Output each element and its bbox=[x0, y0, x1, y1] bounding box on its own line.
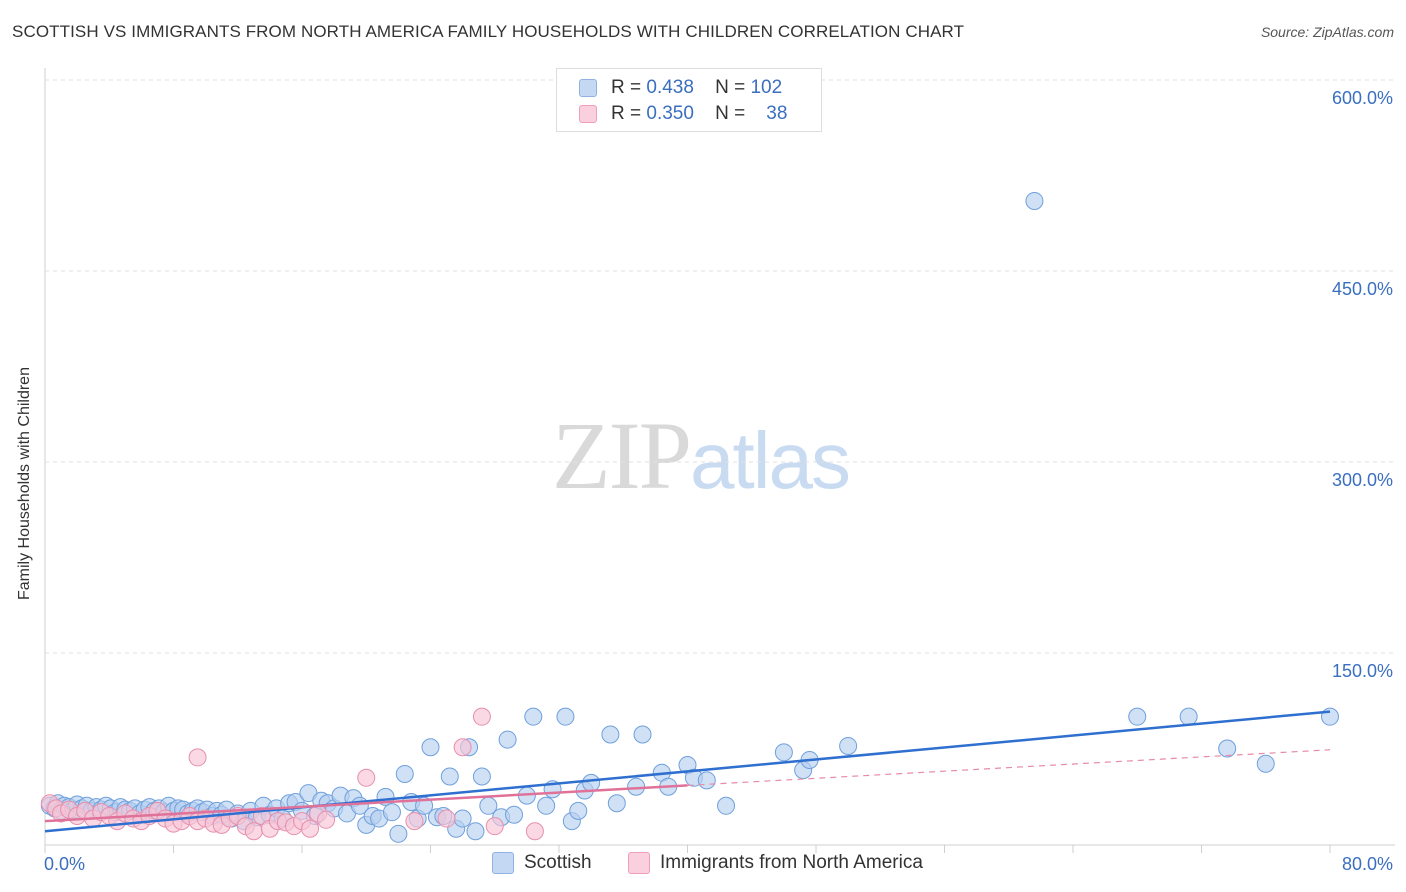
bottom-legend-label-scottish: Scottish bbox=[524, 852, 592, 873]
data-point-scottish bbox=[601, 725, 620, 744]
data-point-scottish bbox=[453, 809, 472, 828]
data-point-immigrants bbox=[472, 707, 491, 726]
data-point-scottish bbox=[1321, 707, 1339, 726]
y-tick-label: 150.0% bbox=[1332, 661, 1393, 681]
data-point-scottish bbox=[1128, 707, 1147, 726]
data-point-immigrants bbox=[357, 768, 376, 787]
data-point-scottish bbox=[524, 707, 543, 726]
y-tick-label: 600.0% bbox=[1332, 88, 1393, 108]
watermark-zip: ZIP bbox=[552, 402, 692, 509]
legend-r-label: R = bbox=[611, 77, 642, 98]
data-point-scottish bbox=[697, 771, 716, 790]
legend-n-value: 38 bbox=[766, 103, 788, 124]
x-tick-label-min: 0.0% bbox=[44, 854, 85, 874]
data-point-scottish bbox=[382, 803, 401, 822]
data-point-scottish bbox=[466, 822, 485, 841]
chart-title: SCOTTISH VS IMMIGRANTS FROM NORTH AMERIC… bbox=[12, 22, 965, 41]
data-point-scottish bbox=[569, 801, 588, 820]
legend-n-label: N = bbox=[715, 77, 746, 98]
data-point-immigrants bbox=[453, 738, 472, 757]
data-point-scottish bbox=[421, 738, 440, 757]
bottom-legend-scottish: Scottish bbox=[492, 852, 592, 874]
data-point-scottish bbox=[537, 796, 556, 815]
data-point-scottish bbox=[1218, 739, 1237, 758]
data-point-immigrants bbox=[301, 819, 320, 838]
trend-line-immigrants bbox=[44, 784, 688, 823]
bottom-legend-immigrants: Immigrants from North America bbox=[628, 852, 923, 874]
data-point-scottish bbox=[472, 767, 491, 786]
legend-r-value: 0.438 bbox=[646, 77, 694, 98]
data-point-scottish bbox=[498, 730, 517, 749]
y-tick-label: 450.0% bbox=[1332, 279, 1393, 299]
data-point-immigrants bbox=[405, 812, 424, 831]
legend-n-value: 102 bbox=[750, 77, 783, 98]
data-point-scottish bbox=[389, 824, 408, 843]
legend-r-label: R = bbox=[611, 103, 642, 124]
data-point-scottish bbox=[839, 736, 858, 755]
data-point-scottish bbox=[774, 743, 793, 762]
data-point-immigrants bbox=[525, 822, 544, 841]
data-point-scottish bbox=[395, 764, 414, 783]
data-point-scottish bbox=[582, 773, 601, 792]
legend-swatch-immigrants bbox=[579, 105, 597, 123]
watermark-atlas: atlas bbox=[690, 416, 851, 505]
data-point-immigrants bbox=[485, 817, 504, 836]
data-point-scottish bbox=[607, 794, 626, 813]
data-point-scottish bbox=[556, 707, 575, 726]
trend-line-scottish bbox=[44, 710, 1331, 833]
data-point-scottish bbox=[1256, 754, 1275, 773]
watermark: ZIPatlas bbox=[552, 400, 851, 511]
trend-line-immigrants-extension bbox=[687, 749, 1331, 787]
data-point-scottish bbox=[633, 725, 652, 744]
data-point-scottish bbox=[1179, 707, 1198, 726]
stats-legend: R = 0.438 N = 102 R = 0.350 N = 38 bbox=[556, 68, 822, 132]
bottom-legend-label-immigrants: Immigrants from North America bbox=[660, 852, 923, 873]
data-point-immigrants bbox=[437, 809, 456, 828]
data-point-scottish bbox=[505, 805, 524, 824]
legend-r-value: 0.350 bbox=[646, 103, 694, 124]
legend-row-immigrants: R = 0.350 N = 38 bbox=[579, 103, 787, 125]
x-tick-label-max: 80.0% bbox=[1342, 854, 1393, 874]
legend-swatch-scottish bbox=[579, 79, 597, 97]
y-axis-label: Family Households with Children bbox=[16, 367, 33, 600]
y-tick-label: 300.0% bbox=[1332, 470, 1393, 490]
chart-source: Source: ZipAtlas.com bbox=[1260, 24, 1394, 40]
data-point-immigrants bbox=[188, 748, 207, 767]
legend-n-label: N = bbox=[715, 103, 746, 124]
bottom-legend-swatch-immigrants bbox=[628, 852, 650, 874]
data-point-immigrants bbox=[244, 822, 263, 841]
bottom-legend-swatch-scottish bbox=[492, 852, 514, 874]
data-point-scottish bbox=[415, 796, 434, 815]
data-point-scottish bbox=[1025, 191, 1044, 210]
data-point-scottish bbox=[717, 796, 736, 815]
data-point-immigrants bbox=[317, 810, 336, 829]
data-point-scottish bbox=[440, 767, 459, 786]
legend-row-scottish: R = 0.438 N = 102 bbox=[579, 77, 782, 99]
